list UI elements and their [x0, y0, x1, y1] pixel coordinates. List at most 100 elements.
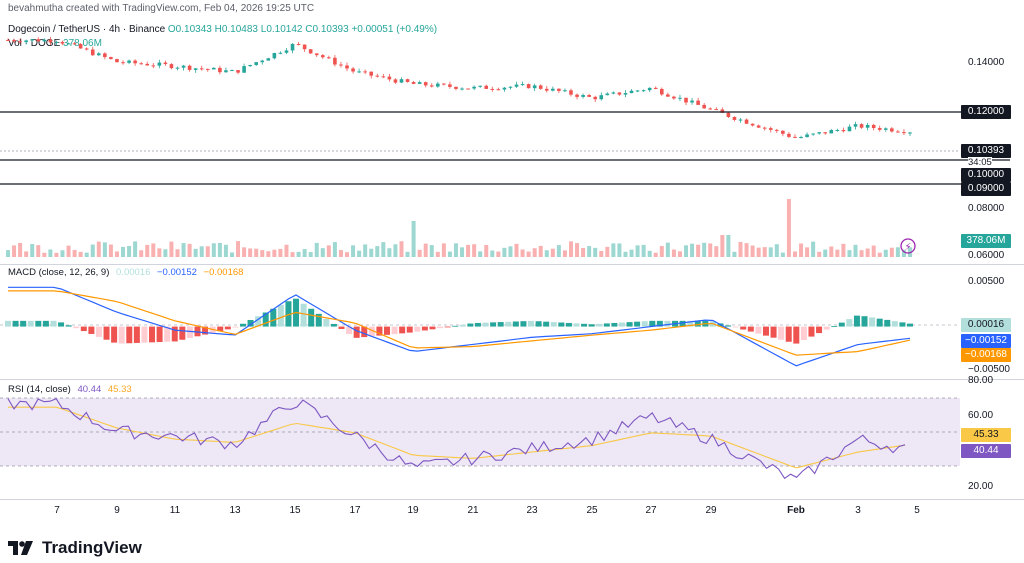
volume-legend[interactable]: Vol · DOGE 378.06M — [8, 38, 102, 49]
candle-body — [690, 100, 694, 103]
volume-bar — [659, 246, 664, 257]
candle-body — [296, 43, 301, 45]
volume-bar — [6, 250, 10, 257]
volume-bars — [6, 199, 912, 257]
volume-bar — [78, 251, 83, 257]
macd-line-tag: −0.00152 — [961, 334, 1011, 348]
pane-separator[interactable] — [0, 379, 1024, 380]
volume-bar — [460, 247, 465, 257]
macd-hist-bar — [565, 322, 572, 327]
volume-bar — [593, 247, 598, 257]
volume-bar — [823, 249, 828, 257]
creator-note: bevahmutha created with TradingView.com,… — [8, 3, 315, 14]
macd-hist-bar — [725, 325, 732, 327]
macd-line — [8, 286, 911, 367]
macd-hist-bar — [694, 320, 701, 327]
candle-body — [744, 119, 749, 124]
macd-hist-bar — [512, 321, 519, 327]
volume-bar — [526, 251, 531, 257]
volume-bar — [714, 246, 719, 257]
macd-chart[interactable] — [0, 265, 1024, 380]
candle-body — [732, 117, 737, 120]
candle-body — [472, 86, 476, 89]
volume-bar — [835, 249, 840, 257]
macd-hist-bar — [596, 323, 603, 327]
rsi-chart[interactable] — [0, 380, 1024, 500]
volume-bar — [296, 251, 301, 257]
macd-hist-bar — [611, 322, 618, 327]
candle-body — [841, 130, 846, 132]
macd-hist-bar — [179, 326, 186, 340]
macd-legend[interactable]: MACD (close, 12, 26, 9) 0.00016 −0.00152… — [8, 267, 247, 278]
candle-body — [417, 82, 422, 84]
symbol-legend[interactable]: Dogecoin / TetherUS · 4h · Binance O0.10… — [8, 24, 437, 35]
x-tick: 3 — [855, 505, 861, 516]
volume-bar — [205, 246, 210, 257]
candle-body — [290, 43, 295, 51]
rsi-legend[interactable]: RSI (14, close) 40.44 45.33 — [8, 384, 136, 395]
volume-bar — [859, 250, 864, 257]
candle-body — [97, 53, 101, 56]
rsi-tick: 60.00 — [968, 410, 994, 421]
pane-separator[interactable] — [0, 264, 1024, 265]
macd-hist-bar — [437, 326, 444, 329]
x-tick: 5 — [914, 505, 920, 516]
candle-body — [896, 131, 900, 133]
candle-body — [260, 60, 265, 63]
candle-body — [890, 128, 894, 132]
macd-hist-bar — [474, 322, 481, 327]
volume-bar — [581, 247, 586, 257]
candle-body — [460, 88, 464, 90]
volume-bar — [901, 249, 906, 257]
candle-body — [532, 85, 537, 89]
rsi-title: RSI (14, close) — [8, 384, 71, 395]
candle-body — [478, 85, 482, 87]
macd-hist-bar — [262, 312, 269, 327]
macd-hist-bar — [664, 320, 671, 327]
tv-logo-icon — [8, 541, 33, 555]
macd-hist-bar — [361, 326, 368, 338]
volume-bar — [805, 247, 810, 257]
volume-bar — [145, 244, 150, 257]
macd-hist-bar — [217, 326, 224, 332]
volume-bar — [260, 250, 265, 257]
volume-bar — [411, 221, 416, 257]
macd-hist-bar — [421, 326, 428, 331]
macd-hist-bar — [383, 326, 390, 335]
rsi-ma-line — [8, 406, 906, 469]
candle-body — [448, 84, 452, 87]
candle-body — [30, 39, 35, 41]
volume-bar — [453, 243, 458, 257]
price-chart[interactable]: ⚡ — [0, 20, 1024, 265]
volume-bar — [514, 243, 519, 257]
macd-hist-bar — [490, 322, 497, 327]
candle-body — [454, 86, 458, 89]
volume-bar — [756, 247, 761, 257]
volume-bar — [538, 245, 543, 257]
volume-bar — [169, 241, 174, 257]
volume-bar — [320, 248, 325, 257]
tradingview-logo[interactable]: TradingView — [8, 538, 142, 558]
candle-body — [381, 76, 386, 78]
macd-hist-bar — [755, 326, 762, 334]
macd-hist-bar — [12, 320, 19, 327]
volume-bar — [175, 249, 180, 257]
candle-body — [103, 53, 107, 58]
macd-hist-bar — [876, 318, 883, 327]
candle-body — [175, 67, 180, 69]
candle-body — [575, 94, 579, 97]
candle-body — [672, 96, 676, 99]
macd-hist-bar — [255, 316, 262, 327]
volume-bar — [684, 245, 689, 257]
current-price-tag: 0.10393 — [961, 144, 1011, 158]
candle-body — [593, 96, 598, 100]
candle-body — [496, 89, 501, 91]
candle-body — [436, 83, 440, 87]
macd-hist-bar — [27, 320, 34, 327]
macd-hist-bar — [884, 319, 891, 327]
macd-hist-bar — [133, 326, 140, 343]
candle-body — [865, 124, 870, 128]
volume-bar — [338, 250, 343, 257]
candle-body — [72, 43, 77, 45]
volume-bar — [24, 251, 29, 257]
